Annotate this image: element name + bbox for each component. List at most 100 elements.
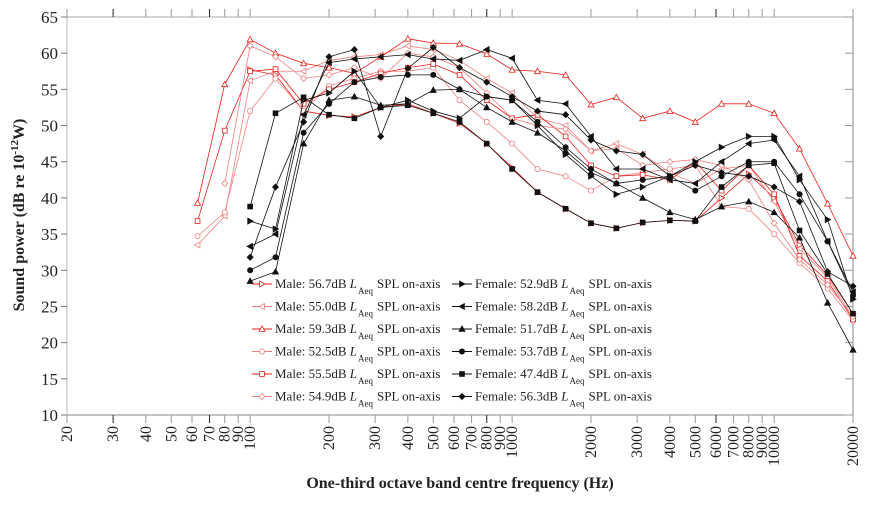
data-point: [193, 241, 201, 249]
series-line: [249, 49, 854, 293]
data-point: [613, 225, 620, 232]
legend-item-male-5: Male: 54.9dB LAeq SPL on-axis: [252, 389, 440, 409]
data-point: [325, 58, 332, 67]
data-point: [326, 111, 332, 118]
x-tick-label: 50: [163, 426, 180, 442]
data-point: [221, 127, 228, 134]
y-tick-label: 10: [41, 406, 58, 425]
data-point: [639, 194, 647, 201]
data-point: [745, 205, 752, 212]
data-point: [483, 103, 491, 111]
data-point: [350, 92, 359, 100]
data-point: [745, 132, 753, 141]
legend-label-name: Male: 56.7dB: [275, 276, 350, 291]
data-point: [561, 100, 569, 108]
series-female-10: [247, 94, 856, 317]
data-point: [562, 111, 570, 119]
legend-marker: [458, 325, 466, 332]
y-tick-label: 65: [41, 8, 58, 27]
x-tick-label: 300: [367, 426, 384, 450]
legend-label-name: Male: 52.5dB: [275, 344, 350, 359]
data-point: [351, 115, 358, 122]
data-point: [325, 100, 332, 107]
series-line: [197, 38, 854, 256]
data-point: [666, 172, 674, 180]
legend-item-male-1: Male: 55.0dB LAeq SPL on-axis: [252, 299, 440, 319]
x-tick-label: 900: [492, 426, 509, 450]
series-female-9: [247, 71, 857, 299]
data-point: [272, 75, 279, 82]
legend-label-name: Female: 51.7dB: [475, 321, 561, 336]
legend-label: Female: 52.9dB LAeq SPL on-axis: [475, 276, 652, 296]
legend-item-female-2: Female: 51.7dB LAeq SPL on-axis: [452, 321, 652, 341]
series-female-7: [246, 45, 856, 296]
y-axis-title-sup: -12: [9, 139, 21, 154]
legend-label-L: L: [349, 299, 357, 314]
data-point: [246, 35, 254, 43]
data-point: [612, 93, 621, 101]
legend-label-L: L: [349, 366, 357, 381]
legend-item-male-0: Male: 56.7dB LAeq SPL on-axis: [252, 276, 440, 296]
legend-label-suffix: SPL on-axis: [377, 344, 440, 359]
x-tick-label: 40: [138, 426, 155, 442]
data-point: [795, 144, 804, 152]
data-point: [850, 310, 856, 317]
data-point: [430, 71, 437, 78]
data-point: [376, 53, 384, 61]
x-tick-label: 200: [321, 426, 338, 450]
data-point: [405, 102, 411, 109]
legend-label-sub: Aeq: [358, 286, 373, 296]
x-axis-title: One-third octave band centre frequency (…: [306, 475, 613, 492]
data-point: [587, 100, 595, 108]
data-point: [588, 187, 595, 194]
data-point: [455, 56, 463, 65]
legend-label-name: Male: 59.3dB: [275, 321, 350, 336]
legend-label-suffix: SPL on-axis: [589, 321, 652, 336]
y-axis-title-main: Sound power (dB re 10: [11, 155, 28, 312]
data-point: [194, 233, 201, 240]
data-point: [771, 191, 777, 198]
data-point: [588, 165, 595, 172]
data-point: [667, 217, 673, 224]
data-point: [718, 194, 726, 202]
data-point: [509, 140, 516, 147]
legend-item-female-3: Female: 53.7dB LAeq SPL on-axis: [452, 344, 652, 364]
data-point: [691, 161, 699, 169]
legend-label-name: Female: 53.7dB: [475, 344, 561, 359]
data-point: [612, 147, 620, 155]
data-point: [561, 71, 570, 78]
data-point: [404, 34, 412, 42]
x-tick-label: 30: [105, 426, 122, 442]
data-point: [247, 203, 253, 210]
data-point: [613, 180, 620, 187]
data-point: [325, 63, 333, 71]
data-point: [770, 109, 778, 117]
data-point: [483, 118, 490, 125]
data-point: [483, 78, 491, 86]
legend-label: Male: 52.5dB LAeq SPL on-axis: [275, 344, 440, 364]
data-point: [823, 299, 832, 306]
data-point: [718, 184, 725, 190]
data-point: [483, 140, 490, 147]
y-tick-label: 30: [41, 261, 58, 280]
data-point: [691, 179, 699, 188]
data-point: [666, 208, 674, 216]
data-point: [745, 162, 752, 169]
data-point: [247, 267, 254, 274]
data-point: [194, 218, 201, 224]
data-point: [271, 183, 280, 191]
data-point: [691, 118, 699, 125]
data-point: [562, 173, 569, 180]
x-tick-label: 20: [59, 426, 76, 442]
data-point: [404, 42, 411, 50]
legend-label-L: L: [560, 276, 568, 291]
legend-label: Male: 54.9dB LAeq SPL on-axis: [275, 389, 440, 409]
data-point: [377, 132, 385, 140]
data-point: [221, 179, 229, 188]
legend-marker: [459, 371, 465, 377]
data-point: [350, 45, 358, 54]
data-point: [587, 136, 595, 144]
legend-marker: [258, 392, 266, 401]
legend-label-L: L: [349, 389, 357, 404]
